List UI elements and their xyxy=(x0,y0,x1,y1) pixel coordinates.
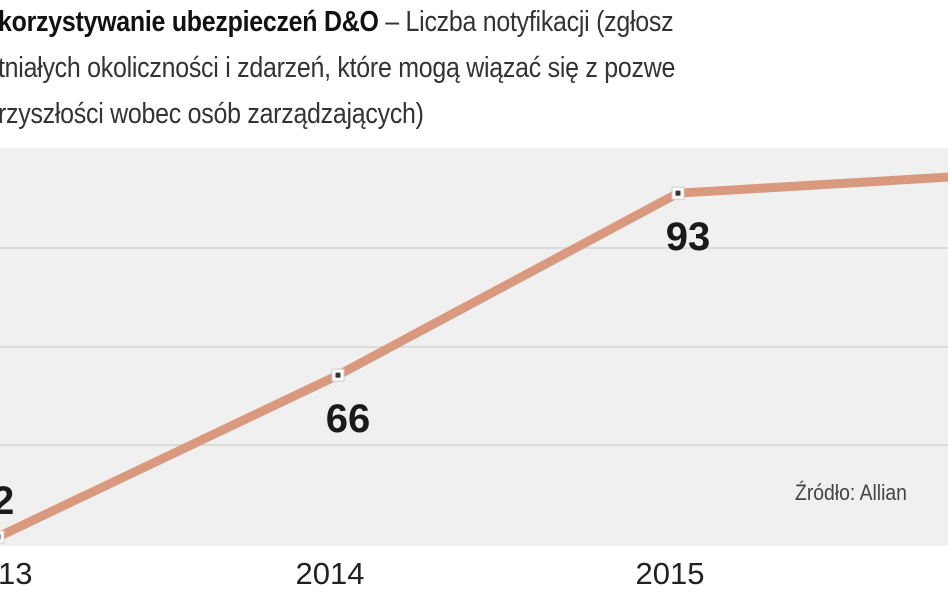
data-label: 66 xyxy=(326,397,371,441)
x-tick-label: 2014 xyxy=(296,556,365,591)
data-label: 42 xyxy=(0,479,14,523)
data-point-marker-dot xyxy=(335,372,341,378)
source-note: Źródło: Allian xyxy=(795,480,907,505)
title-line-1: korzystywanie ubezpieczeń D&O – Liczba n… xyxy=(0,6,674,39)
chart-title: korzystywanie ubezpieczeń D&O – Liczba n… xyxy=(0,0,948,145)
data-point-marker xyxy=(0,530,5,544)
title-bold: korzystywanie ubezpieczeń D&O xyxy=(0,6,379,38)
x-tick-label: 2015 xyxy=(636,556,705,591)
title-line-2: tniałych okoliczności i zdarzeń, które m… xyxy=(0,52,676,84)
data-label: 93 xyxy=(666,215,711,259)
title-rest: – Liczba notyfikacji (zgłosz xyxy=(378,6,674,38)
title-line-3: rzyszłości wobec osób zarządzających) xyxy=(0,98,424,130)
series-line xyxy=(0,172,948,541)
x-tick-label: 2013 xyxy=(0,556,32,591)
data-point-marker-dot xyxy=(0,534,1,540)
data-point-marker-dot xyxy=(675,190,681,196)
